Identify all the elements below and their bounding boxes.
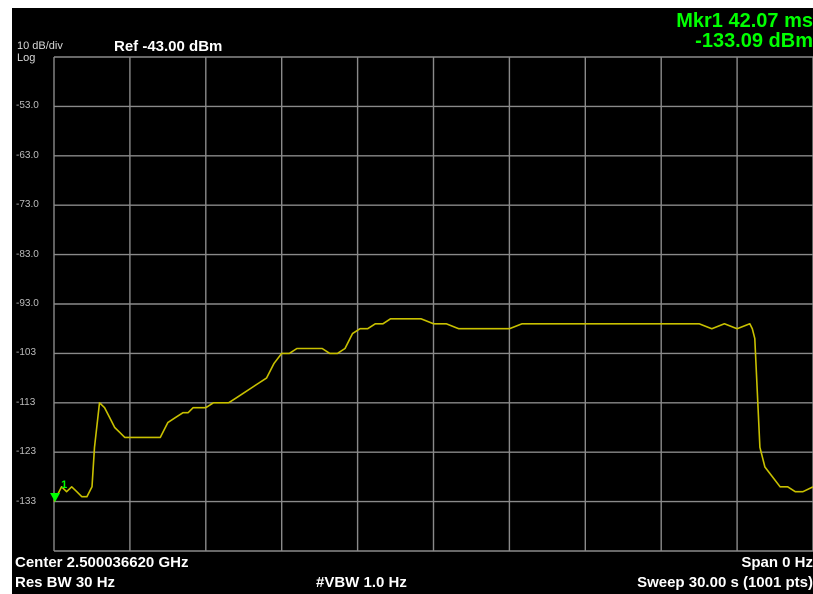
y-tick-label: -133 bbox=[16, 495, 37, 507]
reference-level: Ref -43.00 dBm bbox=[114, 38, 223, 55]
sweep-time: Sweep 30.00 s (1001 pts) bbox=[637, 574, 813, 591]
resolution-bandwidth: Res BW 30 Hz bbox=[15, 574, 116, 591]
marker-readout-time: Mkr1 42.07 ms bbox=[676, 10, 813, 32]
marker-1-label: 1 bbox=[61, 479, 67, 491]
analyzer-screen: 1 10 dB/div Log Ref -43.00 dBm Mkr1 42.0… bbox=[12, 8, 813, 594]
y-tick-label: -73.0 bbox=[16, 199, 39, 211]
trace-line bbox=[53, 317, 813, 502]
y-tick-label: -93.0 bbox=[16, 298, 39, 309]
y-tick-label: -103 bbox=[16, 347, 37, 359]
y-tick-label: -53.0 bbox=[16, 100, 39, 112]
spectrum-plot: 1 bbox=[50, 56, 813, 552]
y-tick-label: -63.0 bbox=[16, 149, 39, 161]
video-bandwidth: #VBW 1.0 Hz bbox=[316, 574, 407, 591]
y-tick-label: -83.0 bbox=[16, 248, 39, 260]
y-tick-label: -113 bbox=[16, 396, 36, 408]
marker-readout-amplitude: -133.09 dBm bbox=[695, 30, 813, 52]
scale-type: Log bbox=[17, 52, 36, 64]
marker-1 bbox=[50, 493, 61, 503]
scale-per-division: 10 dB/div bbox=[17, 40, 63, 52]
center-frequency: Center 2.500036620 GHz bbox=[15, 554, 189, 571]
y-tick-label: -123 bbox=[16, 446, 37, 458]
span: Span 0 Hz bbox=[741, 554, 813, 571]
